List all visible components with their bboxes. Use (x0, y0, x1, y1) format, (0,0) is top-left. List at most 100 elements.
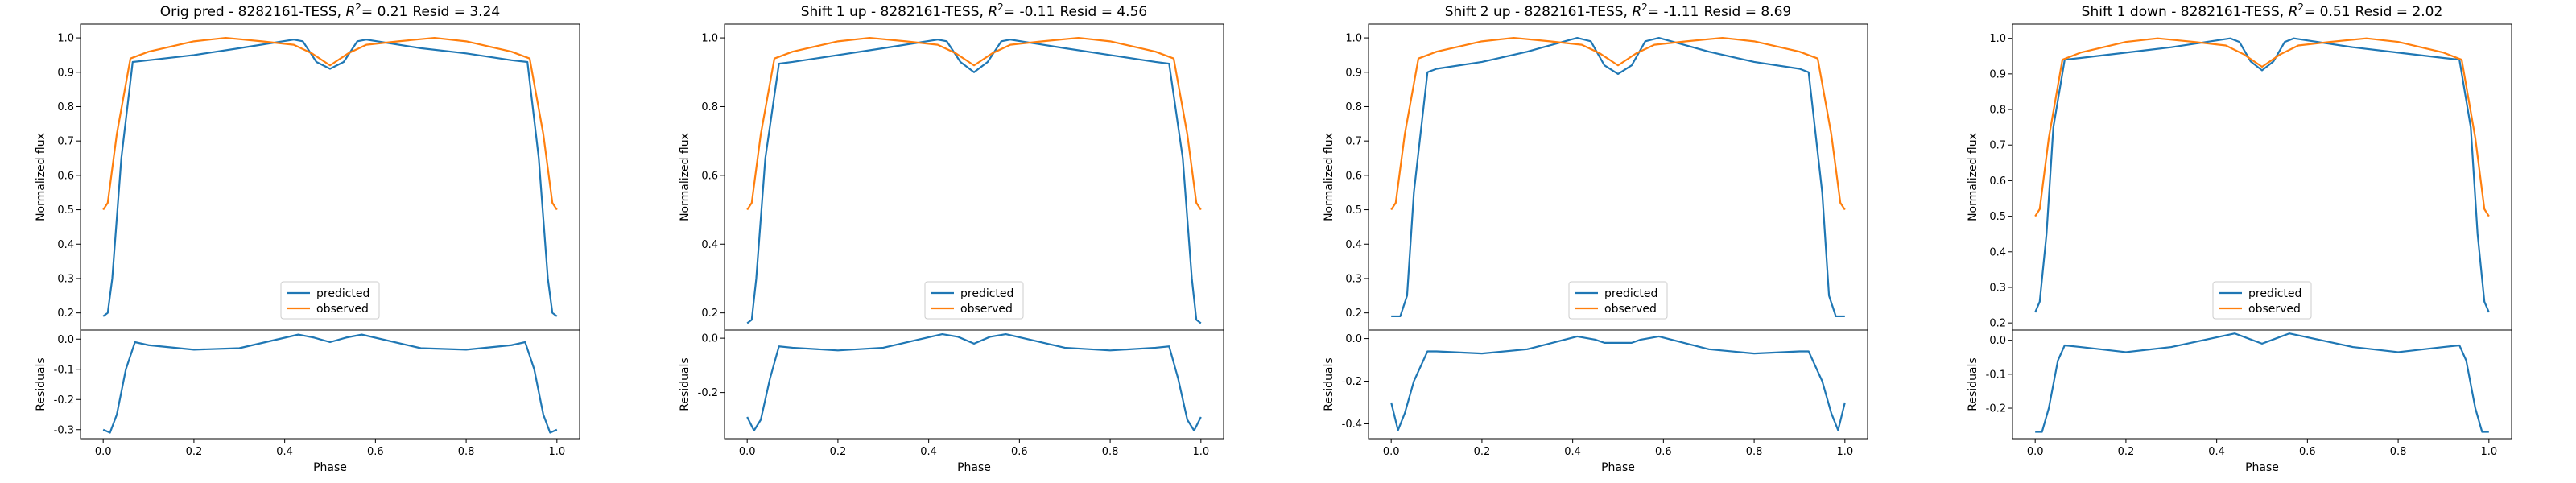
x-axis-label: Phase (957, 461, 991, 474)
y-tick-label: 0.4 (1989, 246, 2006, 258)
y-tick-label: 0.5 (57, 204, 74, 217)
residual-y-axis-label: Residuals (35, 357, 47, 411)
y-tick-label: 0.9 (1989, 68, 2006, 80)
x-tick-label: 0.0 (1383, 446, 1400, 458)
residual-y-tick-label: -0.3 (54, 424, 74, 436)
y-tick-label: 0.4 (57, 239, 74, 251)
title-r-exponent: 2 (2297, 2, 2304, 13)
legend-label-predicted: predicted (316, 287, 369, 300)
x-tick-label: 0.2 (1474, 446, 1491, 458)
residual-y-tick-label: -0.1 (1986, 369, 2006, 381)
subplot-2: Shift 1 up - 8282161-TESS, R2= -0.11 Resi… (679, 2, 1224, 474)
chart-title: Shift 1 down - 8282161-TESS, R2= 0.51 Res… (2082, 2, 2443, 20)
title-prefix: Shift 1 up - 8282161-TESS, (801, 4, 989, 20)
legend-label-observed: observed (2248, 303, 2301, 316)
residual-y-tick-label: -0.2 (54, 394, 74, 407)
legend-label-predicted: predicted (1604, 287, 1657, 300)
legend-label-observed: observed (316, 303, 369, 316)
residual-line (102, 333, 558, 434)
title-r-symbol: R (1632, 4, 1641, 20)
y-tick-label: 0.8 (1989, 105, 2006, 117)
residual-y-axis-label: Residuals (1323, 357, 1335, 411)
x-tick-label: 0.4 (920, 446, 937, 458)
residual-line (2035, 332, 2489, 433)
y-tick-label: 0.3 (57, 273, 74, 285)
x-tick-label: 0.6 (367, 446, 384, 458)
y-tick-label: 0.8 (57, 101, 74, 114)
title-r-symbol: R (988, 4, 997, 20)
legend-frame (2212, 281, 2312, 320)
residual-y-tick-label: 0.0 (57, 334, 74, 346)
legend-label-observed: observed (960, 303, 1013, 316)
y-tick-label: 1.0 (1989, 33, 2006, 45)
legend: predicted observed (924, 281, 1024, 320)
title-r-exponent: 2 (1641, 2, 1648, 13)
y-tick-label: 0.6 (701, 170, 718, 182)
series-line-predicted (746, 39, 1202, 324)
residual-line (746, 332, 1202, 431)
title-resid: Resid = 8.69 (1703, 4, 1791, 20)
legend: predicted observed (1568, 281, 1668, 320)
y-tick-label: 1.0 (701, 33, 718, 45)
x-tick-label: 0.8 (2390, 446, 2407, 458)
x-tick-label: 0.2 (186, 446, 203, 458)
series-line-observed (746, 36, 1202, 211)
title-prefix: Shift 2 up - 8282161-TESS, (1445, 4, 1633, 20)
x-tick-label: 0.8 (1102, 446, 1119, 458)
residual-axes-frame (2012, 329, 2512, 440)
title-r2-value: = 0.51 (2304, 4, 2351, 20)
title-r-exponent: 2 (355, 2, 361, 13)
title-r2-value: = -1.11 (1648, 4, 1699, 20)
y-tick-label: 0.6 (1989, 175, 2006, 188)
chart-title: Shift 1 up - 8282161-TESS, R2= -0.11 Resi… (801, 2, 1147, 20)
legend-label-predicted: predicted (960, 287, 1013, 300)
legend-frame (280, 281, 380, 320)
x-tick-label: 0.4 (1564, 446, 1581, 458)
chart-title: Orig pred - 8282161-TESS, R2= 0.21 Resid … (160, 2, 500, 20)
y-tick-label: 0.7 (1345, 136, 1362, 148)
residual-y-tick-label: -0.4 (1342, 419, 1362, 431)
y-tick-label: 0.2 (1345, 308, 1362, 320)
x-tick-label: 0.6 (1011, 446, 1028, 458)
residual-axes-frame (80, 329, 580, 440)
x-axis-label: Phase (1601, 461, 1635, 474)
legend: predicted observed (280, 281, 380, 320)
y-tick-label: 0.8 (701, 101, 718, 114)
y-tick-label: 0.6 (57, 170, 74, 182)
x-axis-label: Phase (313, 461, 347, 474)
y-tick-label: 0.7 (1989, 140, 2006, 152)
series-line-observed (1390, 36, 1846, 211)
y-tick-label: 0.4 (1345, 239, 1362, 251)
x-tick-label: 0.0 (739, 446, 756, 458)
residual-y-axis-label: Residuals (679, 357, 691, 411)
x-tick-label: 0.2 (830, 446, 847, 458)
title-r2-value: = 0.21 (361, 4, 408, 20)
y-tick-label: 0.3 (1345, 273, 1362, 285)
residual-y-tick-label: 0.0 (1989, 335, 2006, 347)
residual-y-axis-label: Residuals (1967, 357, 1979, 411)
legend-label-predicted: predicted (2248, 287, 2301, 300)
y-tick-label: 0.7 (57, 136, 74, 148)
y-axis-label: Normalized flux (1323, 133, 1335, 221)
y-tick-label: 0.9 (1345, 67, 1362, 79)
x-axis-label: Phase (2245, 461, 2279, 474)
residual-y-tick-label: -0.2 (1342, 376, 1362, 388)
y-tick-label: 0.3 (1989, 282, 2006, 294)
y-tick-label: 0.5 (1989, 211, 2006, 223)
title-resid: Resid = 3.24 (412, 4, 500, 20)
x-tick-label: 1.0 (2480, 446, 2497, 458)
series-line-predicted (1391, 36, 1845, 318)
title-r-exponent: 2 (997, 2, 1004, 13)
y-tick-label: 0.4 (701, 239, 718, 251)
series-line-predicted (102, 39, 558, 317)
y-tick-label: 0.2 (57, 308, 74, 320)
x-tick-label: 1.0 (1192, 446, 1209, 458)
y-tick-label: 0.5 (1345, 204, 1362, 217)
title-resid: Resid = 4.56 (1059, 4, 1147, 20)
series-line-predicted (2034, 37, 2490, 313)
x-tick-label: 0.4 (276, 446, 293, 458)
title-prefix: Shift 1 down - 8282161-TESS, (2082, 4, 2289, 20)
y-axis-label: Normalized flux (35, 133, 47, 221)
legend-frame (1568, 281, 1668, 320)
